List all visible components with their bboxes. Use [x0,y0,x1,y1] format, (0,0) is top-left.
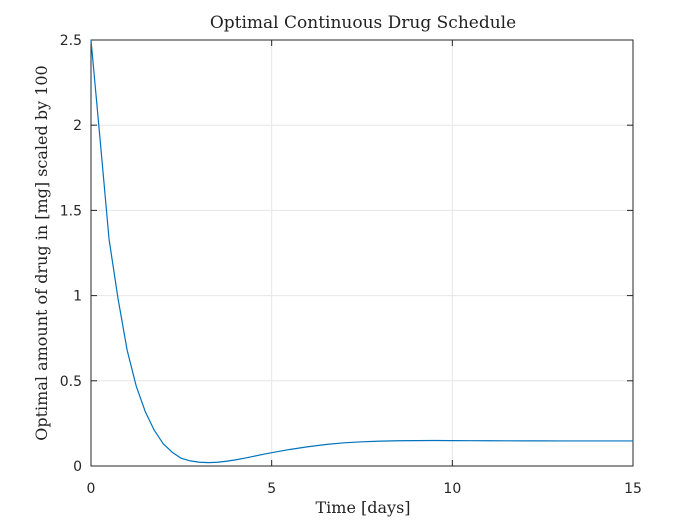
x-tick-label: 5 [267,481,276,497]
x-tick-label: 0 [87,481,96,497]
x-tick-label: 10 [443,481,461,497]
axes-box [90,39,634,467]
y-tick-label: 1 [73,289,82,305]
x-axis-label: Time [days] [315,498,410,517]
series-line [90,39,634,464]
chart-title: Optimal Continuous Drug Schedule [210,13,516,33]
y-tick-label: 2 [73,118,82,134]
plot-area [91,40,633,466]
y-tick-label: 0.5 [60,374,82,390]
y-tick-label: 2.5 [60,33,82,49]
grid-layer [90,39,634,467]
x-tick-label: 15 [624,481,642,497]
y-tick-label: 1.5 [60,203,82,219]
series-layer [90,39,634,464]
y-axis-label: Optimal amount of drug in [mg] scaled by… [32,65,51,440]
labels-layer: Optimal Continuous Drug Schedule Time [d… [32,13,516,517]
y-tick-label: 0 [73,459,82,475]
